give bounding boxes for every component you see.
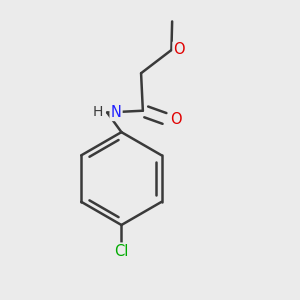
Text: O: O bbox=[170, 112, 182, 127]
Text: N: N bbox=[111, 105, 122, 120]
Text: H: H bbox=[93, 106, 104, 119]
Text: Cl: Cl bbox=[114, 244, 129, 259]
Text: O: O bbox=[173, 43, 185, 58]
